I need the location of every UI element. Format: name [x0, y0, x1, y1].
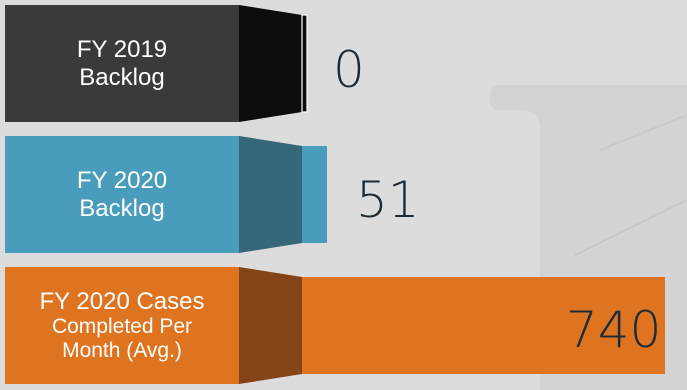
bar-side-fy2020-backlog — [239, 136, 302, 253]
category-label-line: Backlog — [79, 63, 165, 91]
bar-group — [239, 5, 665, 384]
category-label-fy2020-backlog: FY 2020 Backlog — [5, 136, 239, 253]
data-label-fy2020-backlog: 51 — [356, 171, 420, 229]
bar-fy2020-cases-completed — [302, 277, 665, 374]
category-label-line: Month (Avg.) — [62, 339, 182, 363]
category-label-fy2020-cases-completed: FY 2020 Cases Completed Per Month (Avg.) — [5, 267, 239, 384]
category-label-line: Backlog — [79, 194, 165, 222]
bar-fy2019-backlog — [301, 14, 308, 113]
category-label-fy2019-backlog: FY 2019 Backlog — [5, 5, 239, 122]
category-label-line: Completed Per — [51, 315, 193, 339]
bar-side-fy2020-cases-completed — [239, 267, 302, 384]
category-label-line: FY 2019 — [76, 35, 168, 63]
bar-fy2020-backlog — [302, 146, 328, 243]
bar-side-fy2019-backlog — [239, 5, 302, 122]
category-label-line: FY 2020 — [76, 166, 168, 194]
data-label-fy2019-backlog: 0 — [333, 41, 365, 99]
category-label-line: FY 2020 Cases — [39, 287, 205, 315]
data-label-fy2020-cases-completed: 740 — [566, 301, 662, 359]
